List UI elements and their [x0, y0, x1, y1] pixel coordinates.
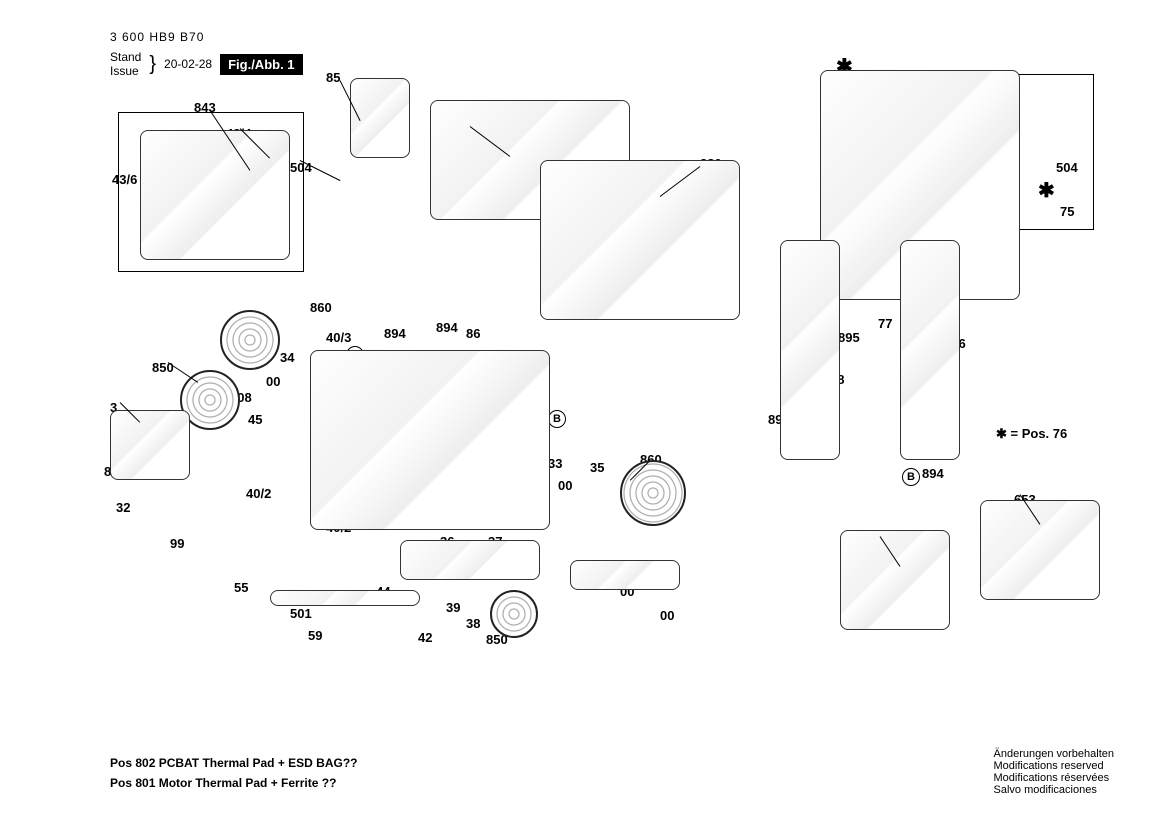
- callout-40-2: 40/2: [246, 486, 271, 501]
- callout-99: 99: [170, 536, 184, 551]
- footer-note-0: Pos 802 PCBAT Thermal Pad + ESD BAG??: [110, 756, 358, 770]
- figure-label: Fig./Abb. 1: [220, 54, 302, 75]
- part-lever: [400, 540, 540, 580]
- part-roller: [570, 560, 680, 590]
- part-chassis: [310, 350, 550, 530]
- footer-right-2: Modifications réservées: [994, 772, 1114, 784]
- footer-right-0: Änderungen vorbehalten: [994, 748, 1114, 760]
- part-handle-bar-lower-r: [900, 240, 960, 460]
- issue-date: 20-02-28: [164, 57, 212, 71]
- footer-right-1: Modifications reserved: [994, 760, 1114, 772]
- model-code: 3 600 HB9 B70: [110, 30, 303, 44]
- part-charger: [840, 530, 950, 630]
- issue-row: Stand Issue } 20-02-28 Fig./Abb. 1: [110, 50, 303, 78]
- callout-894: 894: [436, 320, 458, 335]
- callout-00: 00: [266, 374, 280, 389]
- callout-39: 39: [446, 600, 460, 615]
- callout-00: 00: [558, 478, 572, 493]
- marker-B: B: [902, 468, 920, 486]
- callout-894: 894: [922, 466, 944, 481]
- header-block: 3 600 HB9 B70 Stand Issue } 20-02-28 Fig…: [110, 30, 303, 78]
- part-cover-shell: [140, 130, 290, 260]
- callout-34: 34: [280, 350, 294, 365]
- callout-33: 33: [548, 456, 562, 471]
- callout-77: 77: [878, 316, 892, 331]
- callout-45: 45: [248, 412, 262, 427]
- callout-35: 35: [590, 460, 604, 475]
- callout-38: 38: [466, 616, 480, 631]
- part-handle-bar-lower-l: [780, 240, 840, 460]
- callout-42: 42: [418, 630, 432, 645]
- callout-85: 85: [326, 70, 340, 85]
- pos-legend: ✱ = Pos. 76: [996, 426, 1067, 442]
- issue-label: Issue: [110, 64, 141, 78]
- stand-label: Stand: [110, 50, 141, 64]
- part-motor-assy: [110, 410, 190, 480]
- part-wheel-rl: [620, 460, 686, 526]
- callout-86: 86: [466, 326, 480, 341]
- stand-issue-block: Stand Issue: [110, 50, 141, 78]
- part-blade: [270, 590, 420, 606]
- part-wheel-small: [490, 590, 538, 638]
- marker-B: B: [548, 410, 566, 428]
- footer-note-1: Pos 801 Motor Thermal Pad + Ferrite ??: [110, 776, 358, 790]
- footer-right-3: Salvo modificaciones: [994, 784, 1114, 796]
- callout-860: 860: [310, 300, 332, 315]
- brace-icon: }: [149, 57, 156, 71]
- callout-501: 501: [290, 606, 312, 621]
- callout-59: 59: [308, 628, 322, 643]
- part-wheel-fl: [220, 310, 280, 370]
- callout-850: 850: [152, 360, 174, 375]
- callout-895: 895: [838, 330, 860, 345]
- part-battery: [980, 500, 1100, 600]
- part-grass-box: [540, 160, 740, 320]
- callout-00: 00: [660, 608, 674, 623]
- callout-894: 894: [384, 326, 406, 341]
- footer-notes-left: Pos 802 PCBAT Thermal Pad + ESD BAG?? Po…: [110, 756, 358, 796]
- callout-40-3: 40/3: [326, 330, 351, 345]
- callout-32: 32: [116, 500, 130, 515]
- footer-notes-right: Änderungen vorbehalten Modifications res…: [994, 748, 1114, 796]
- callout-55: 55: [234, 580, 248, 595]
